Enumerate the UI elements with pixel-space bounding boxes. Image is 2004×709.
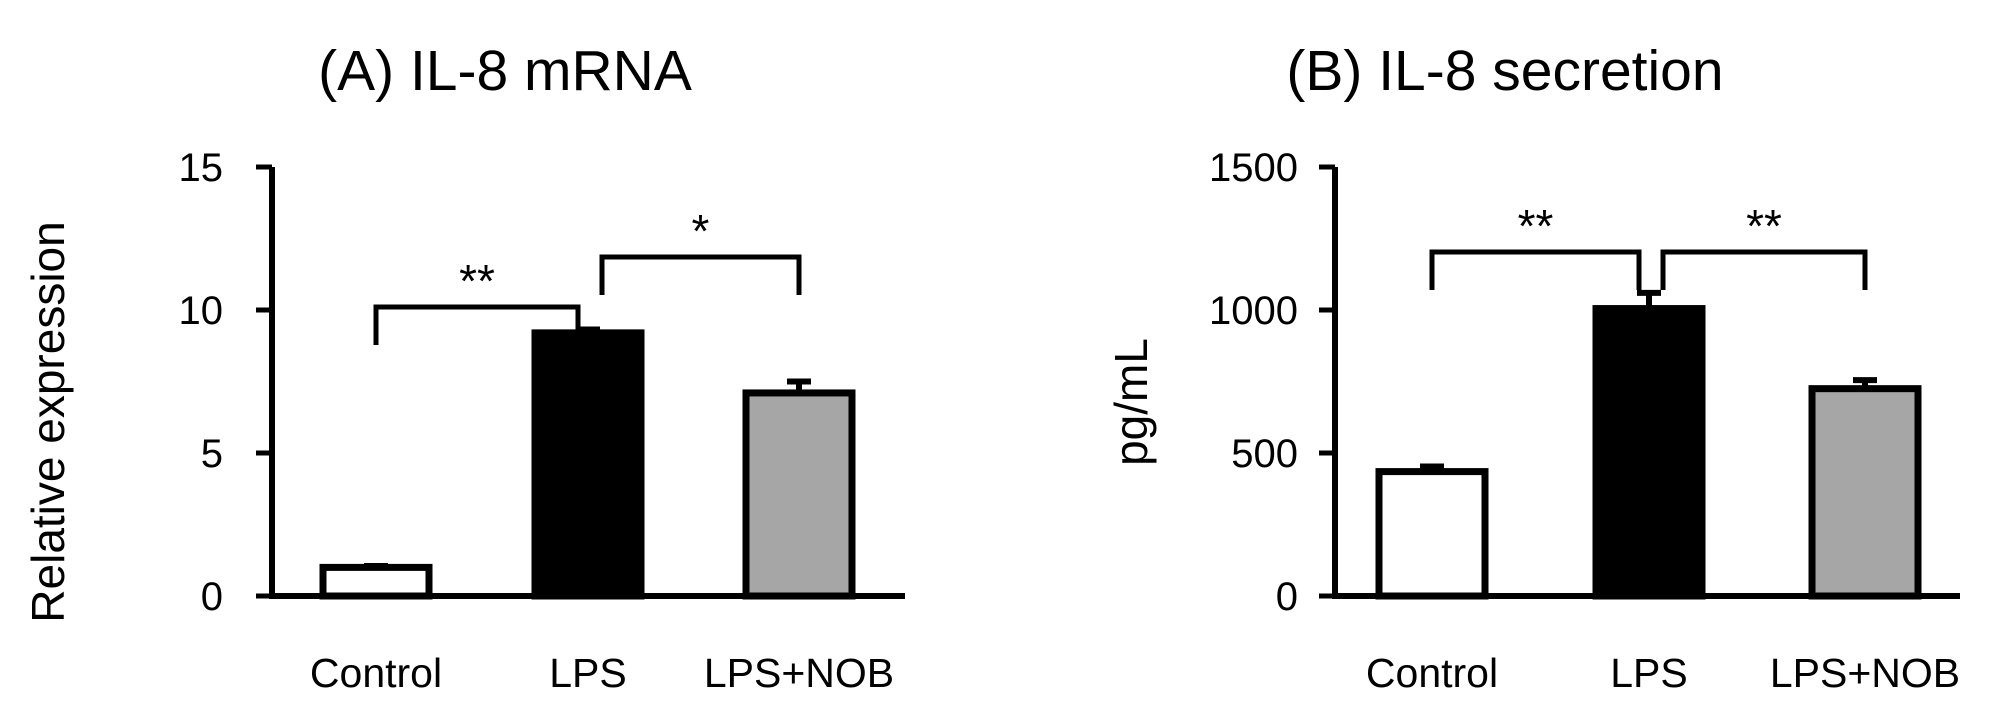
panel-b-category-label-0: Control bbox=[1366, 650, 1498, 696]
panel-b-category-label-2: LPS+NOB bbox=[1770, 650, 1960, 696]
panel-b-y-tick-label-2: 1000 bbox=[1209, 289, 1298, 333]
panel-b-bar-control bbox=[1375, 468, 1489, 600]
panel-b-bar-lps bbox=[1592, 305, 1706, 600]
panel-a-significance-bracket-1 bbox=[599, 254, 802, 295]
panel-b-y-tick-label-3: 1500 bbox=[1209, 146, 1298, 190]
panel-b-significance-bracket-1 bbox=[1660, 249, 1868, 290]
panel-a-y-tick-label-0: 0 bbox=[201, 575, 223, 619]
panel-a-y-tick-label-3: 15 bbox=[179, 146, 224, 190]
panel-a-significance-label-1: * bbox=[692, 205, 710, 257]
panel-a-bar-lps-nob bbox=[742, 389, 856, 600]
panel-b-category-label-1: LPS bbox=[1610, 650, 1688, 696]
panel-a-category-label-0: Control bbox=[310, 650, 442, 696]
panel-a-y-tick-label-2: 10 bbox=[179, 289, 224, 333]
panel-b-significance-label-1: ** bbox=[1746, 200, 1782, 252]
panel-a-category-label-2: LPS+NOB bbox=[704, 650, 894, 696]
panel-a-category-label-1: LPS bbox=[549, 650, 627, 696]
panel-b-y-tick-label-1: 500 bbox=[1231, 432, 1298, 476]
panel-b-significance-label-0: ** bbox=[1518, 200, 1554, 252]
panel-a-significance-bracket-0 bbox=[373, 304, 581, 345]
panel-b-title: (B) IL-8 secretion bbox=[1286, 39, 1723, 103]
panel-b-y-tick-label-0: 0 bbox=[1276, 575, 1298, 619]
panel-b-y-axis-label: pg/mL bbox=[1105, 338, 1157, 466]
panel-a-il8-mrna: (A) IL-8 mRNA Relative expression 0 5 10 15… bbox=[22, 39, 905, 696]
panel-b-bar-lps-nob bbox=[1808, 385, 1922, 600]
panel-a-bar-control bbox=[319, 563, 433, 600]
panel-a-significance-label-0: ** bbox=[459, 255, 495, 307]
panel-a-title: (A) IL-8 mRNA bbox=[318, 39, 692, 103]
panel-a-y-axis-label: Relative expression bbox=[22, 221, 74, 622]
panel-b-il8-secretion: (B) IL-8 secretion pg/mL 0 500 1000 1500 Con… bbox=[1105, 39, 1960, 696]
panel-a-y-tick-label-1: 5 bbox=[201, 432, 223, 476]
panel-a-bar-lps bbox=[531, 329, 645, 600]
panel-b-significance-bracket-0 bbox=[1429, 249, 1642, 290]
